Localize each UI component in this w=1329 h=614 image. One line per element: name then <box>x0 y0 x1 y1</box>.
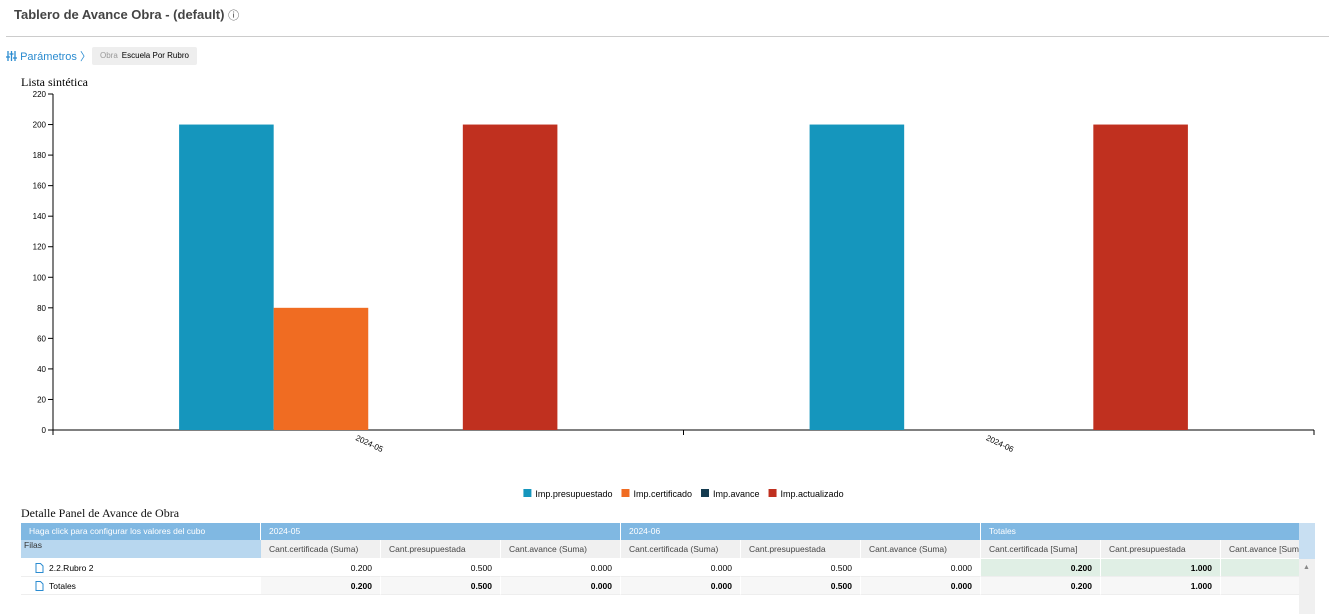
legend-swatch <box>701 489 710 497</box>
params-button[interactable]: Parámetros 〉 <box>6 48 91 64</box>
config-hint[interactable]: Haga click para configurar los valores d… <box>21 523 261 540</box>
row-label: 2.2.Rubro 2 <box>21 559 261 577</box>
value-cell: 0.200 <box>261 577 381 595</box>
y-tick-label: 120 <box>33 243 47 252</box>
column-header: Cant.presupuestada <box>1101 540 1221 558</box>
value-cell: 0.000 <box>501 559 621 577</box>
legend-label: Imp.presupuestado <box>535 489 612 499</box>
legend-label: Imp.certificado <box>633 489 692 499</box>
filter-label: Obra <box>100 51 118 60</box>
y-tick-label: 180 <box>33 151 47 160</box>
value-cell: 0.000 <box>621 559 741 577</box>
value-cell: 0.500 <box>741 559 861 577</box>
y-tick-label: 220 <box>33 90 47 99</box>
column-group: 2024-05 <box>261 523 621 540</box>
y-tick-label: 160 <box>33 182 47 191</box>
legend-swatch <box>523 489 532 497</box>
value-cell: 0.500 <box>381 577 501 595</box>
column-header: Cant.avance (Suma) <box>501 540 621 558</box>
bar <box>809 124 905 430</box>
bar <box>273 307 369 430</box>
column-header: Cant.certificada (Suma) <box>261 540 381 558</box>
params-text: Parámetros <box>20 51 77 63</box>
y-tick-label: 80 <box>37 304 46 313</box>
y-tick-label: 40 <box>37 365 46 374</box>
value-cell: 0.000 <box>861 559 981 577</box>
row-label-text: Totales <box>49 581 76 591</box>
column-header: Cant.certificada (Suma) <box>621 540 741 558</box>
y-tick-label: 0 <box>42 426 47 435</box>
value-cell: 0.000 <box>621 577 741 595</box>
value-cell: 0.500 <box>381 559 501 577</box>
info-icon[interactable]: ⓘ <box>228 10 240 22</box>
legend: Imp.presupuestado Imp.certificado Imp.avan… <box>523 489 844 499</box>
bar <box>1093 124 1188 430</box>
scrollbar[interactable]: ▲ <box>1299 523 1315 614</box>
bar <box>179 124 274 430</box>
legend-label: Imp.actualizado <box>781 489 844 499</box>
value-cell <box>1221 577 1299 595</box>
pivot-table: Haga click para configurar los valores d… <box>21 523 1299 614</box>
filter-chip[interactable]: Obra Escuela Por Rubro <box>92 47 197 65</box>
bar <box>462 124 558 430</box>
page-title: Tablero de Avance Obra - (default) ⓘ <box>14 7 239 23</box>
column-header: Cant.presupuestada <box>381 540 501 558</box>
title-text: Tablero de Avance Obra - (default) <box>14 7 225 22</box>
x-tick-label: 2024-06 <box>985 433 1016 454</box>
value-cell: 0.000 <box>501 577 621 595</box>
value-cell <box>1221 559 1299 577</box>
row-header: Filas <box>21 540 261 558</box>
y-tick-label: 200 <box>33 121 47 130</box>
value-cell: 0.200 <box>261 559 381 577</box>
value-cell: 0.200 <box>981 559 1101 577</box>
x-tick-label: 2024-05 <box>354 433 385 454</box>
divider <box>6 36 1329 37</box>
value-cell: 1.000 <box>1101 577 1221 595</box>
value-cell: 1.000 <box>1101 559 1221 577</box>
y-tick-label: 60 <box>37 334 46 343</box>
chart-title: Lista sintética <box>21 75 89 89</box>
legend-label: Imp.avance <box>713 489 760 499</box>
row-label-text: 2.2.Rubro 2 <box>49 563 94 573</box>
chart: Lista sintética 0 20 40 60 80 100 120 140 160 180… <box>21 75 1315 499</box>
y-tick-label: 100 <box>33 273 47 282</box>
value-cell: 0.200 <box>981 577 1101 595</box>
column-group: 2024-06 <box>621 523 981 540</box>
filter-value: Escuela Por Rubro <box>121 51 189 60</box>
column-header: Cant.certificada [Suma] <box>981 540 1101 558</box>
value-cell: 0.000 <box>861 577 981 595</box>
column-header: Cant.avance [Suma] <box>1221 540 1299 558</box>
y-tick-label: 20 <box>37 395 46 404</box>
params-icon <box>6 51 17 61</box>
value-cell: 0.500 <box>741 577 861 595</box>
table-title: Detalle Panel de Avance de Obra <box>21 506 180 520</box>
legend-swatch <box>621 489 630 497</box>
column-header: Cant.presupuestada <box>741 540 861 558</box>
column-group: Totales <box>981 523 1299 540</box>
y-tick-label: 140 <box>33 212 47 221</box>
row-label: Totales <box>21 577 261 595</box>
legend-swatch <box>768 489 777 497</box>
column-header: Cant.avance (Suma) <box>861 540 981 558</box>
